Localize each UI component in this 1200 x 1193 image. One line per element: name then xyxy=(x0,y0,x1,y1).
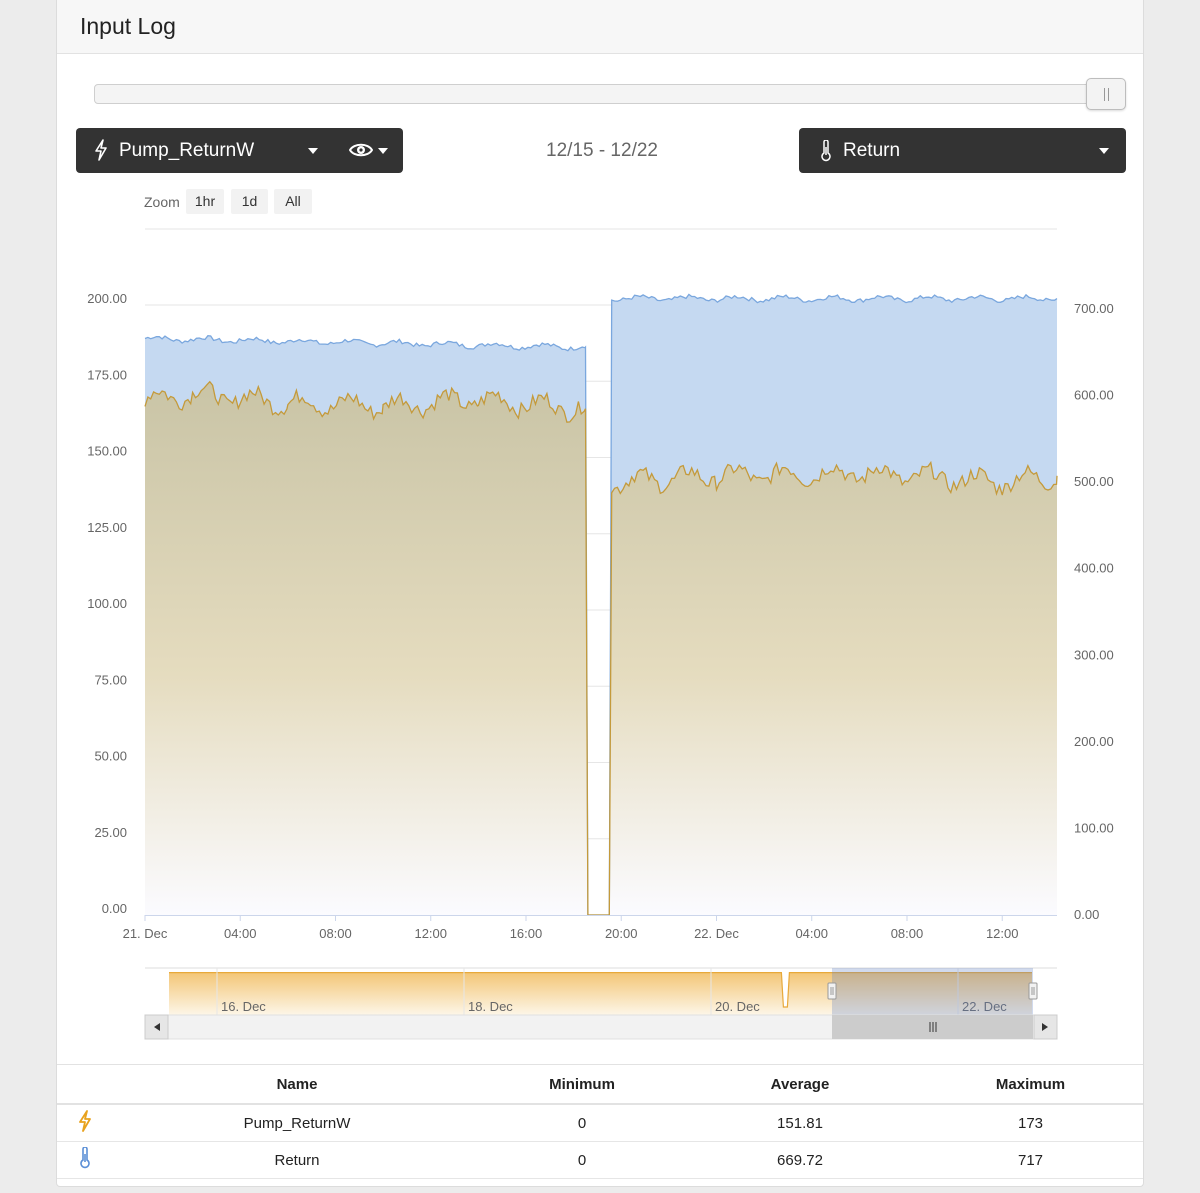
header-minimum: Minimum xyxy=(482,1064,682,1105)
input-log-card: Input Log Pump_ReturnW 12/15 - 12/22 Ret… xyxy=(56,0,1144,1187)
x-tick-label: 21. Dec xyxy=(123,926,168,941)
range-slider-handle[interactable] xyxy=(1086,78,1126,110)
visibility-toggle[interactable] xyxy=(341,128,403,173)
x-tick-label: 04:00 xyxy=(795,926,828,941)
navigator-tick-label: 16. Dec xyxy=(221,999,266,1014)
y-left-tick-label: 0.00 xyxy=(102,901,127,916)
thermometer-icon xyxy=(79,1146,90,1169)
navigator-tick-label: 18. Dec xyxy=(468,999,513,1014)
chevron-down-icon xyxy=(378,148,388,154)
navigator-tick-label: 22. Dec xyxy=(962,999,1007,1014)
pump-returnw-series-area xyxy=(145,381,1057,915)
chevron-down-icon xyxy=(308,148,318,154)
zoom-label: Zoom xyxy=(144,194,180,210)
y-right-tick-label: 700.00 xyxy=(1074,301,1114,316)
row-icon xyxy=(57,1141,112,1179)
y-right-tick-label: 400.00 xyxy=(1074,561,1114,576)
date-range-label: 12/15 - 12/22 xyxy=(546,140,658,161)
x-tick-label: 20:00 xyxy=(605,926,638,941)
bolt-icon xyxy=(95,139,107,161)
x-tick-label: 04:00 xyxy=(224,926,257,941)
scroll-left-button[interactable] xyxy=(144,1014,169,1040)
y-left-tick-label: 25.00 xyxy=(94,825,127,840)
power-select-label: Pump_ReturnW xyxy=(119,140,255,161)
y-right-tick-label: 100.00 xyxy=(1074,820,1114,835)
zoom-all-button[interactable]: All xyxy=(274,189,312,214)
y-right-tick-label: 600.00 xyxy=(1074,388,1114,403)
input-log-chart: 0.00 25.00 50.00 75.00 100.00 125.00 150.00 175… xyxy=(87,228,1114,1040)
row-minimum: 0 xyxy=(482,1141,682,1179)
row-maximum: 173 xyxy=(918,1104,1143,1142)
navigator-line xyxy=(169,972,1032,1008)
row-name: Return xyxy=(112,1141,482,1179)
header-maximum: Maximum xyxy=(918,1064,1143,1105)
scroll-right-button[interactable] xyxy=(1033,1014,1058,1040)
bolt-icon xyxy=(78,1110,91,1132)
y-left-tick-label: 200.00 xyxy=(87,291,127,306)
chevron-left-icon xyxy=(154,1023,160,1031)
x-tick-label: 08:00 xyxy=(891,926,924,941)
header-average: Average xyxy=(682,1064,918,1105)
navigator-handle[interactable] xyxy=(827,982,837,1000)
table-row: Return 0 669.72 717 xyxy=(57,1141,1143,1179)
y-left-tick-label: 75.00 xyxy=(94,672,127,687)
card-header: Input Log xyxy=(57,0,1143,54)
temperature-input-select[interactable]: Return xyxy=(799,128,1126,173)
zoom-1d-button[interactable]: 1d xyxy=(231,189,268,214)
y-left-tick-label: 150.00 xyxy=(87,444,127,459)
zoom-1hr-button[interactable]: 1hr xyxy=(186,189,224,214)
row-average: 669.72 xyxy=(682,1141,918,1179)
stats-header-row: Name Minimum Average Maximum xyxy=(57,1064,1143,1105)
header-name: Name xyxy=(112,1064,482,1105)
row-minimum: 0 xyxy=(482,1104,682,1142)
chevron-right-icon xyxy=(1042,1023,1048,1031)
y-right-tick-label: 500.00 xyxy=(1074,474,1114,489)
navigator-selection xyxy=(832,968,1033,1015)
y-right-tick-label: 200.00 xyxy=(1074,734,1114,749)
row-maximum: 717 xyxy=(918,1141,1143,1179)
y-left-tick-label: 125.00 xyxy=(87,520,127,535)
x-tick-label: 12:00 xyxy=(414,926,447,941)
y-left-tick-label: 175.00 xyxy=(87,367,127,382)
stats-table: Name Minimum Average Maximum Pump_Return… xyxy=(57,1064,1143,1179)
row-icon xyxy=(57,1104,112,1142)
thermometer-icon xyxy=(821,140,831,162)
navigator-tick-label: 20. Dec xyxy=(715,999,760,1014)
x-tick-label: 12:00 xyxy=(986,926,1019,941)
table-row: Pump_ReturnW 0 151.81 173 xyxy=(57,1104,1143,1142)
temp-select-label: Return xyxy=(843,140,901,161)
x-tick-label: 08:00 xyxy=(319,926,352,941)
row-name: Pump_ReturnW xyxy=(112,1104,482,1142)
chevron-down-icon xyxy=(1099,148,1109,154)
x-tick-label: 22. Dec xyxy=(694,926,739,941)
navigator-handle[interactable] xyxy=(1028,982,1038,1000)
power-input-select[interactable]: Pump_ReturnW xyxy=(76,128,403,173)
eye-icon xyxy=(349,143,373,157)
navigator-area xyxy=(169,972,1032,1015)
row-average: 151.81 xyxy=(682,1104,918,1142)
y-right-tick-label: 300.00 xyxy=(1074,647,1114,662)
y-right-tick-label: 0.00 xyxy=(1074,907,1099,922)
y-left-tick-label: 100.00 xyxy=(87,596,127,611)
y-left-tick-label: 50.00 xyxy=(94,749,127,764)
page-title: Input Log xyxy=(80,13,176,39)
header-icon-col xyxy=(57,1064,112,1105)
x-tick-label: 16:00 xyxy=(510,926,543,941)
